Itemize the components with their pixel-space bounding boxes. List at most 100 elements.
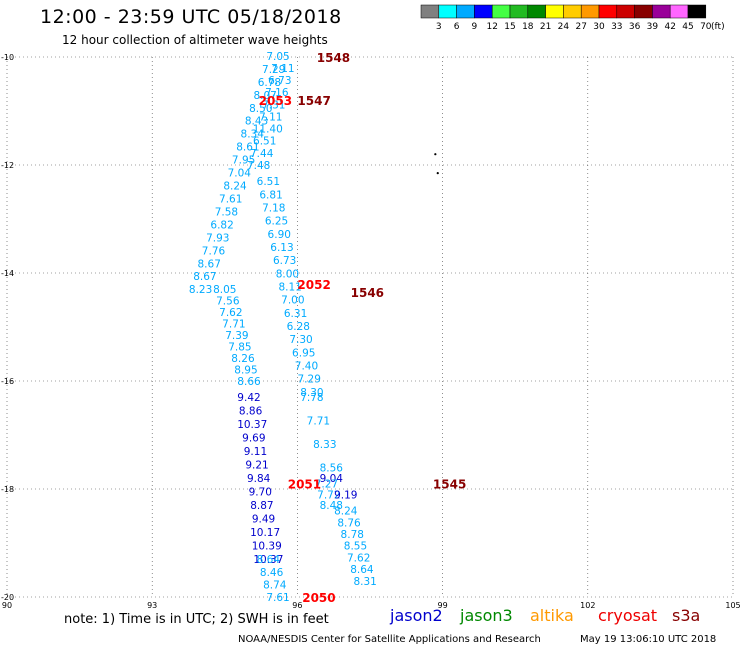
wave-height-value: 7.11 [259,111,282,123]
wave-height-value: 8.61 [236,142,259,154]
wave-height-value: 7.78 [300,392,323,404]
wave-height-value: 7.93 [206,232,229,244]
wave-height-value: 7.04 [228,168,252,180]
wave-height-value: 8.33 [313,439,336,451]
wave-height-value: 7.29 [262,64,285,76]
wave-height-value: 8.11 [278,282,301,294]
colorbar: 3 6 9 12 15 18 21 24 27 30 33 36 39 42 45 70 (ft) [420,4,725,32]
pass-time-label: 2050 [302,591,335,605]
map-plot: 90 93 96 99 102 105-10-12-14-16-18-207.057.29… [1,51,740,610]
wave-height-value: 6.82 [210,219,233,231]
wave-height-value: 7.31 [262,99,285,111]
wave-height-value: 7.05 [266,51,289,63]
pass-time-label: 1548 [317,51,350,65]
satellite-legend-jason3: jason3 [460,606,513,625]
wave-height-value: 8.23 [189,284,212,296]
satellite-legend-s3a: s3a [672,606,701,625]
wave-height-value: 6.73 [273,255,296,267]
wave-height-value: 6.73 [268,75,291,87]
pass-time-label: 1545 [433,478,466,492]
y-tick-label: -18 [1,485,14,494]
y-tick-label: -14 [1,269,14,278]
satellite-legend-altika: altika [530,606,574,625]
colorbar-label: 15 [504,22,515,32]
wave-height-value: 8.26 [231,353,255,365]
wave-height-value: 10.39 [252,541,282,553]
wave-height-value: 7.39 [225,330,248,342]
colorbar-label: 9 [472,22,478,32]
wave-height-value: 7.29 [298,374,321,386]
wave-height-value: 8.87 [250,500,273,512]
wave-height-value: 8.34 [241,129,265,141]
colorbar-label: 36 [629,22,641,32]
x-tick-label: 105 [725,601,740,610]
wave-height-value: 7.58 [215,206,238,218]
wave-height-value: 7.85 [228,342,251,354]
wave-height-value: 10.37 [237,419,267,431]
wave-height-value: 7.44 [250,148,274,160]
wave-height-value: 9.70 [249,487,272,499]
wave-height-value: 8.66 [237,376,261,388]
wave-height-value: 9.49 [252,514,275,526]
wave-height-value: 7.62 [219,307,242,319]
wave-height-value: 7.56 [216,296,240,308]
colorbar-label: 21 [540,22,551,32]
y-tick-label: -10 [1,53,14,62]
wave-height-value: 9.04 [320,473,344,485]
page-subtitle: 12 hour collection of altimeter wave hei… [62,33,328,47]
island-mark [436,172,439,175]
wave-height-value: 11.40 [253,124,283,136]
satellite-legend-cryosat: cryosat [598,606,658,625]
wave-height-value: 8.56 [320,462,344,474]
colorbar-label: 70 [700,22,712,32]
x-tick-label: 93 [147,601,157,610]
wave-height-value: 6.78 [258,77,281,89]
wave-height-value: 8.86 [239,406,263,418]
wave-height-value: 8.24 [334,506,358,518]
x-tick-label: 90 [2,601,12,610]
wave-height-value: 8.00 [276,268,299,280]
wave-height-value: 9.42 [237,392,260,404]
wave-height-value: 8.67 [198,258,221,270]
wave-height-value: 8.24 [223,181,247,193]
wave-height-value: 8.76 [337,517,361,529]
colorbar-unit: (ft) [711,22,725,32]
colorbar-label: 3 [436,22,442,32]
y-tick-label: -12 [1,161,14,170]
wave-height-value: 8.46 [260,567,284,579]
wave-height-value: 6.95 [292,347,315,359]
wave-height-value: 7.72 [317,489,340,501]
wave-height-value: 6.13 [270,242,293,254]
wave-height-value: 9.11 [244,446,267,458]
wave-height-value: 7.76 [202,245,226,257]
colorbar-swatch [687,4,707,19]
colorbar-label: 27 [575,22,586,32]
wave-height-value: 7.30 [289,334,312,346]
wave-height-value: 6.51 [257,176,280,188]
colorbar-label: 42 [664,22,675,32]
wave-height-value: 9.69 [242,433,265,445]
pass-time-label: 1547 [297,94,330,108]
pass-time-label: 2052 [297,278,330,292]
wave-height-value: 9.84 [247,473,271,485]
wave-height-value: 7.40 [295,360,318,372]
wave-height-value: 7.71 [307,416,330,428]
colorbar-label: 39 [647,22,659,32]
wave-height-value: 7.62 [347,552,370,564]
page-title: 12:00 - 23:59 UTC 05/18/2018 [40,6,342,28]
wave-height-value: 10.17 [250,527,280,539]
wave-height-value: 7.71 [222,319,245,331]
wave-height-value: 6.31 [284,308,307,320]
wave-height-value: 8.74 [263,579,287,591]
wave-height-value: 8.30 [300,387,323,399]
footer-timestamp: May 19 13:06:10 UTC 2018 [580,634,717,645]
wave-height-value: 7.48 [247,160,270,172]
wave-height-value: 8.43 [245,116,268,128]
wave-height-value: 6.81 [259,189,282,201]
colorbar-label: 45 [682,22,693,32]
colorbar-label: 30 [593,22,605,32]
wave-height-value: 7.00 [281,295,304,307]
x-tick-label: 99 [438,601,448,610]
wave-height-value: 9.21 [245,460,268,472]
colorbar-label: 6 [454,22,460,32]
